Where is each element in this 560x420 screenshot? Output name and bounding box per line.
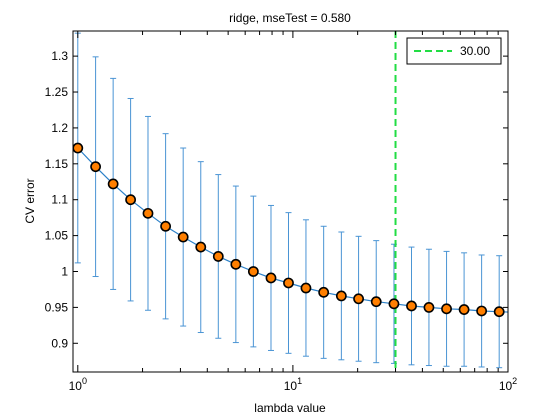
data-point [125, 194, 137, 206]
data-point [90, 161, 101, 173]
y-tick-label: 1.25 [45, 85, 69, 99]
data-point [423, 301, 435, 313]
data-point [300, 282, 312, 294]
y-tick-label: 1.2 [51, 121, 68, 135]
data-point [160, 220, 172, 232]
x-axis-label: lambda value [254, 401, 326, 415]
x-tick-label: 100 [69, 376, 87, 393]
data-point [142, 207, 154, 219]
legend: 30.00 [406, 37, 502, 65]
data-point [353, 293, 364, 305]
data-point [335, 290, 347, 302]
data-point [493, 306, 505, 318]
data-point [476, 305, 488, 317]
data-point [458, 304, 470, 315]
x-tick-label: 102 [499, 376, 517, 393]
y-tick-label: 0.9 [51, 336, 68, 350]
data-point [73, 142, 84, 154]
data-point [406, 300, 417, 312]
x-tick-label: 101 [284, 376, 302, 393]
data-point [441, 303, 452, 315]
y-tick-label: 0.95 [45, 300, 69, 314]
axes-box [72, 30, 509, 373]
chart-title: ridge, mseTest = 0.580 [229, 11, 351, 25]
plot-area [73, 31, 508, 372]
y-tick-label: 1.1 [51, 193, 68, 207]
y-tick-label: 1.3 [51, 49, 68, 63]
y-tick-label: 1.15 [45, 157, 69, 171]
marker-group [73, 142, 505, 318]
x-axis-ticks: 100 101 102 [69, 31, 517, 393]
data-point [177, 231, 189, 243]
y-tick-label: 1 [61, 264, 68, 278]
data-point [283, 277, 294, 289]
data-point [388, 298, 400, 310]
data-point [195, 241, 207, 253]
data-point [370, 296, 382, 308]
y-tick-label: 1.05 [45, 229, 69, 243]
data-point [265, 272, 277, 284]
data-point [318, 286, 330, 298]
y-axis-ticks: 0.9 0.95 1 1.05 1.1 1.15 1.2 1.25 1.3 [45, 49, 508, 350]
legend-entry-label: 30.00 [460, 44, 490, 58]
data-point [107, 178, 119, 190]
data-point [247, 266, 259, 277]
data-point [230, 258, 242, 270]
data-point [212, 251, 224, 262]
y-axis-label: CV error [23, 178, 37, 223]
legend-box [406, 37, 502, 65]
